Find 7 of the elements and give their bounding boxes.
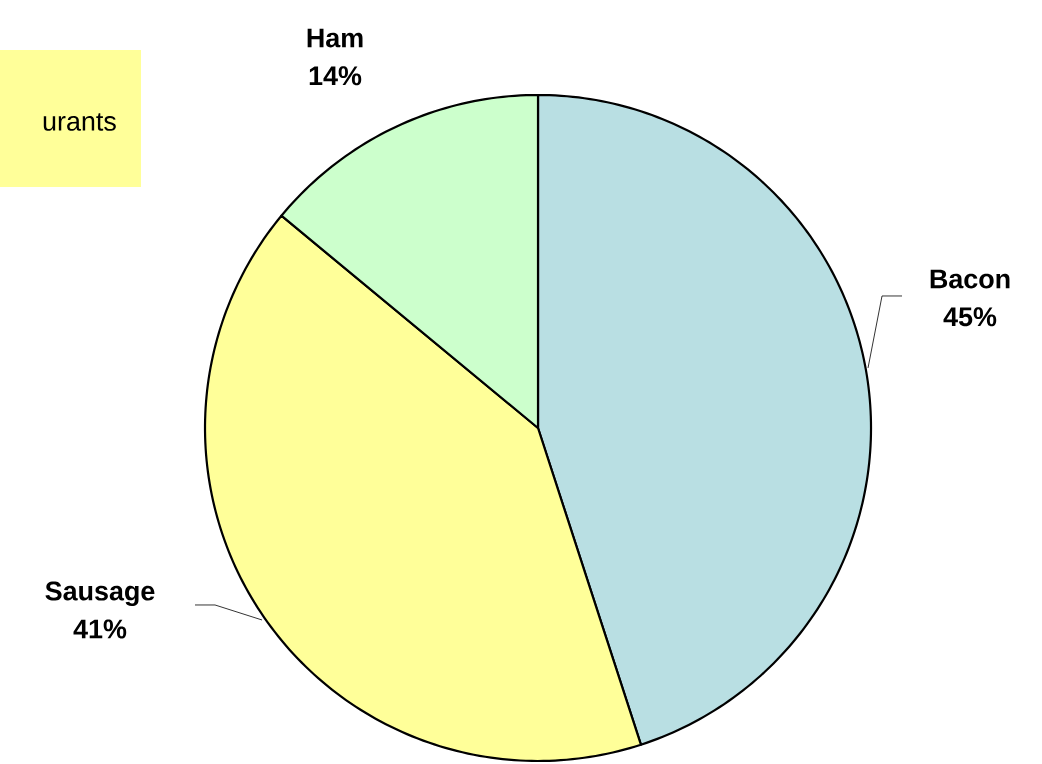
slice-label: Bacon	[930, 269, 1010, 289]
legend-label: Sausage	[45, 581, 155, 607]
text: urants	[43, 113, 116, 131]
data-label: 45%	[943, 307, 997, 327]
data-label: 41%	[73, 619, 127, 639]
slice-label: Ham	[307, 28, 363, 48]
data-label: 14%	[309, 66, 362, 86]
